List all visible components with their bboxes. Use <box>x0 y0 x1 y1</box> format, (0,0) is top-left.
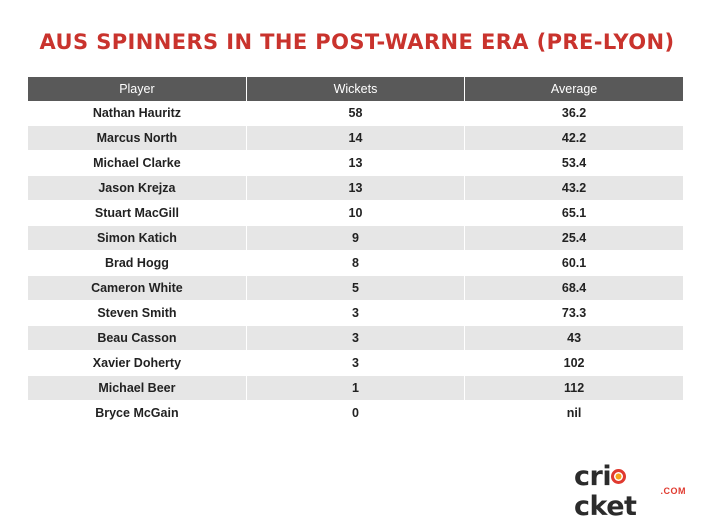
table-row: Simon Katich 9 25.4 <box>28 225 683 251</box>
cricket-ball-icon <box>611 469 627 484</box>
cell-wickets: 1 <box>245 375 465 401</box>
cell-wickets: 3 <box>245 300 465 326</box>
logo-letter-i: i <box>602 461 612 492</box>
cell-wickets: 8 <box>245 250 465 276</box>
cell-player: Xavier Doherty <box>28 350 247 376</box>
table-row: Michael Clarke 13 53.4 <box>28 150 683 176</box>
cell-average: 25.4 <box>464 225 683 251</box>
cell-player: Beau Casson <box>28 325 247 351</box>
cell-player: Nathan Hauritz <box>28 101 247 126</box>
cell-player: Cameron White <box>28 275 247 301</box>
cell-wickets: 9 <box>245 225 465 251</box>
cell-average: 68.4 <box>464 275 683 301</box>
cell-average: 65.1 <box>464 200 683 226</box>
cell-player: Jason Krejza <box>28 175 247 201</box>
cell-average: 43 <box>464 325 683 351</box>
table-row: Nathan Hauritz 58 36.2 <box>28 101 683 126</box>
cell-wickets: 3 <box>245 325 465 351</box>
cell-wickets: 10 <box>245 200 465 226</box>
logo-text-end: cket <box>574 491 637 522</box>
cell-average: 43.2 <box>464 175 683 201</box>
table-row: Cameron White 5 68.4 <box>28 275 683 301</box>
table-row: Jason Krejza 13 43.2 <box>28 175 683 201</box>
cell-player: Steven Smith <box>28 300 247 326</box>
cell-average: 60.1 <box>464 250 683 276</box>
cell-player: Brad Hogg <box>28 250 247 276</box>
cell-wickets: 58 <box>245 101 465 126</box>
table-row: Michael Beer 1 112 <box>28 375 683 401</box>
cell-player: Michael Clarke <box>28 150 247 176</box>
cell-player: Marcus North <box>28 125 247 151</box>
table-row: Xavier Doherty 3 102 <box>28 350 683 376</box>
cell-wickets: 13 <box>245 150 465 176</box>
column-header-average: Average <box>464 77 683 101</box>
cell-player: Bryce McGain <box>28 400 247 426</box>
chart-title: AUS SPINNERS IN THE POST-WARNE ERA (PRE-… <box>39 30 675 54</box>
cell-average: 36.2 <box>464 101 683 126</box>
table-body: Nathan Hauritz 58 36.2 Marcus North 14 42.2 Mi… <box>28 101 683 426</box>
cell-player: Stuart MacGill <box>28 200 247 226</box>
cell-player: Michael Beer <box>28 375 247 401</box>
cell-average: 53.4 <box>464 150 683 176</box>
table-row: Bryce McGain 0 nil <box>28 400 683 426</box>
table-row: Stuart MacGill 10 65.1 <box>28 200 683 226</box>
cell-average: 102 <box>464 350 683 376</box>
column-header-wickets: Wickets <box>245 77 465 101</box>
cell-wickets: 13 <box>245 175 465 201</box>
cell-average: 112 <box>464 375 683 401</box>
logo-domain: .COM <box>660 486 686 496</box>
logo-text-start: cr <box>574 461 603 492</box>
cell-wickets: 3 <box>245 350 465 376</box>
cell-wickets: 14 <box>245 125 465 151</box>
table-row: Steven Smith 3 73.3 <box>28 300 683 326</box>
cell-wickets: 0 <box>245 400 465 426</box>
cell-player: Simon Katich <box>28 225 247 251</box>
cricket-com-logo: cricket .COM <box>574 461 686 522</box>
cell-average: 73.3 <box>464 300 683 326</box>
column-header-player: Player <box>28 77 247 101</box>
table-row: Brad Hogg 8 60.1 <box>28 250 683 276</box>
table-row: Marcus North 14 42.2 <box>28 125 683 151</box>
header-row: Player Wickets Average <box>28 77 683 101</box>
stats-table: Player Wickets Average Nathan Hauritz 58 3… <box>28 77 683 426</box>
cell-average: nil <box>464 400 683 426</box>
cell-wickets: 5 <box>245 275 465 301</box>
table-row: Beau Casson 3 43 <box>28 325 683 351</box>
cell-average: 42.2 <box>464 125 683 151</box>
